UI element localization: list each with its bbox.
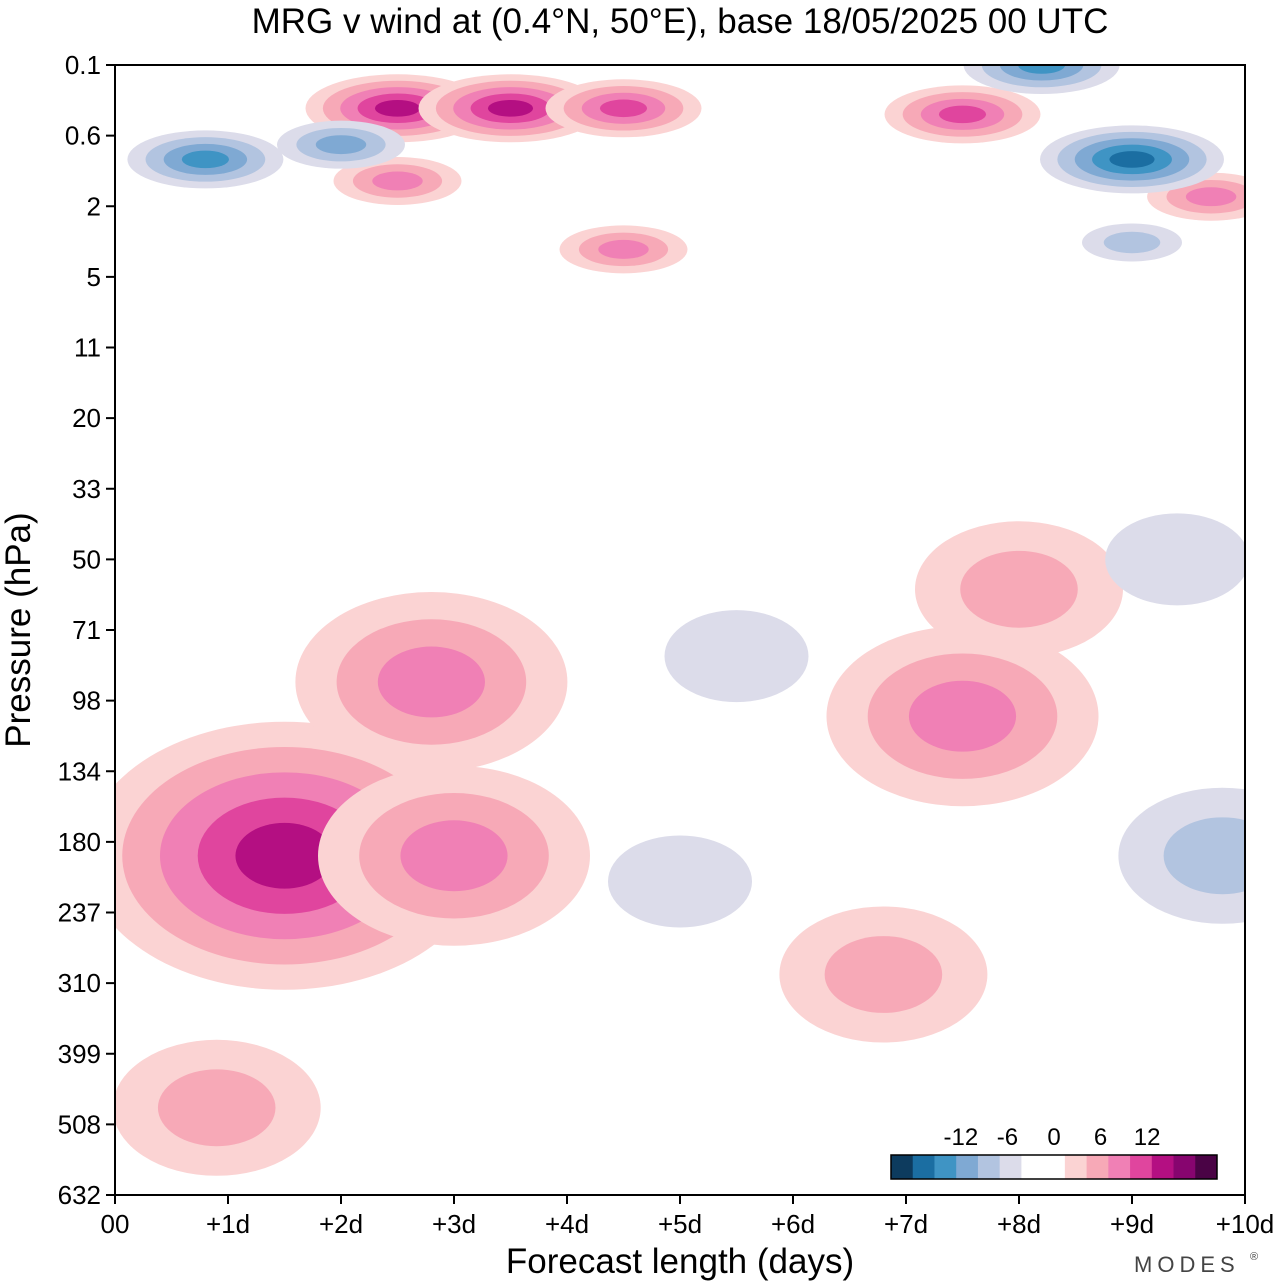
positive-v-contour — [938, 105, 987, 124]
y-tick-label: 71 — [72, 615, 101, 645]
x-axis-label: Forecast length (days) — [506, 1242, 854, 1281]
colorbar-swatch — [1086, 1155, 1109, 1179]
contour-fill-layer — [115, 65, 1245, 1176]
colorbar-swatch — [1130, 1155, 1153, 1179]
y-tick-label: 33 — [72, 474, 101, 504]
positive-v-contour — [487, 99, 534, 117]
colorbar-legend: -12 -6 0 6 12 — [872, 1118, 1240, 1190]
x-tick-label: +8d — [997, 1209, 1041, 1239]
x-tick-label: +3d — [432, 1209, 476, 1239]
colorbar-swatch — [956, 1155, 979, 1179]
positive-v-contour — [372, 171, 423, 191]
y-tick-label: 0.1 — [65, 50, 101, 80]
x-tick-label: +2d — [319, 1209, 363, 1239]
x-tick-label: +6d — [771, 1209, 815, 1239]
positive-v-contour — [235, 822, 334, 889]
x-tick-label: +4d — [545, 1209, 589, 1239]
colorbar-swatch — [999, 1155, 1022, 1179]
colorbar-swatch — [1173, 1155, 1196, 1179]
registered-mark: ® — [1250, 1251, 1258, 1263]
y-tick-label: 180 — [58, 827, 101, 857]
y-tick-label: 5 — [87, 262, 101, 292]
positive-v-contour — [1185, 187, 1237, 207]
colorbar-swatch — [1021, 1155, 1044, 1179]
colorbar-swatch — [977, 1155, 1001, 1179]
colorbar-swatch — [1151, 1155, 1175, 1179]
y-tick-label: 508 — [58, 1109, 101, 1139]
x-tick-label: +9d — [1110, 1209, 1154, 1239]
positive-v-contour — [908, 680, 1017, 752]
negative-v-contour — [1109, 151, 1155, 168]
x-tick-label: +5d — [658, 1209, 702, 1239]
colorbar-swatch — [1195, 1155, 1218, 1179]
negative-v-contour — [1105, 513, 1245, 606]
colorbar-label: -12 — [944, 1124, 979, 1151]
colorbar-swatch — [1064, 1155, 1088, 1179]
negative-v-contour — [181, 150, 229, 169]
y-tick-label: 134 — [58, 756, 101, 786]
colorbar-label: -6 — [997, 1124, 1018, 1151]
y-tick-label: 0.6 — [65, 121, 101, 151]
colorbar-swatch — [912, 1155, 935, 1179]
colorbar-label: 12 — [1134, 1124, 1161, 1151]
chart-title: MRG v wind at (0.4°N, 50°E), base 18/05/… — [252, 2, 1109, 41]
y-tick-label: 20 — [72, 403, 101, 433]
y-tick-label: 310 — [58, 968, 101, 998]
colorbar-label: 6 — [1094, 1124, 1107, 1151]
positive-v-contour — [157, 1069, 276, 1147]
y-tick-label: 98 — [72, 686, 101, 716]
y-tick-label: 237 — [58, 898, 101, 928]
y-tick-label: 2 — [87, 191, 101, 221]
x-tick-label: +10d — [1216, 1209, 1275, 1239]
negative-v-contour — [315, 135, 367, 155]
positive-v-contour — [374, 99, 421, 117]
colorbar-swatch — [891, 1155, 914, 1179]
y-tick-label: 399 — [58, 1039, 101, 1069]
positive-v-contour — [377, 646, 485, 718]
x-tick-label: +1d — [206, 1209, 250, 1239]
y-tick-label: 11 — [74, 333, 101, 363]
plot-area — [114, 64, 1246, 1196]
positive-v-contour — [400, 820, 508, 892]
y-tick-label: 50 — [72, 544, 101, 574]
positive-v-contour — [960, 550, 1078, 628]
y-tick-label: 632 — [58, 1180, 101, 1210]
brand-name: MODES — [1134, 1252, 1240, 1277]
positive-v-contour — [824, 936, 943, 1013]
positive-v-contour — [598, 239, 649, 259]
negative-v-contour — [1103, 231, 1161, 254]
colorbar-swatch — [1043, 1155, 1066, 1179]
x-tick-label: 00 — [101, 1209, 130, 1239]
negative-v-contour — [608, 835, 752, 928]
modes-logo: MODES ® — [1134, 1251, 1258, 1277]
colorbar-swatch — [1108, 1155, 1131, 1179]
negative-v-contour — [1018, 65, 1066, 74]
x-tick-label: +7d — [884, 1209, 928, 1239]
positive-v-contour — [599, 99, 648, 118]
colorbar-label: 0 — [1047, 1124, 1060, 1151]
x-axis: 00 +1d +2d +3d +4d +5d +6d +7d +8d +9d +10d — [101, 1195, 1275, 1239]
negative-v-contour — [1163, 817, 1245, 895]
y-axis: 0.1 0.6 2 5 11 20 33 50 71 98 134 180 237 310 399 508 63… — [58, 50, 115, 1210]
y-axis-label: Pressure (hPa) — [0, 512, 38, 747]
negative-v-contour — [664, 610, 809, 703]
colorbar-swatch — [934, 1155, 957, 1179]
